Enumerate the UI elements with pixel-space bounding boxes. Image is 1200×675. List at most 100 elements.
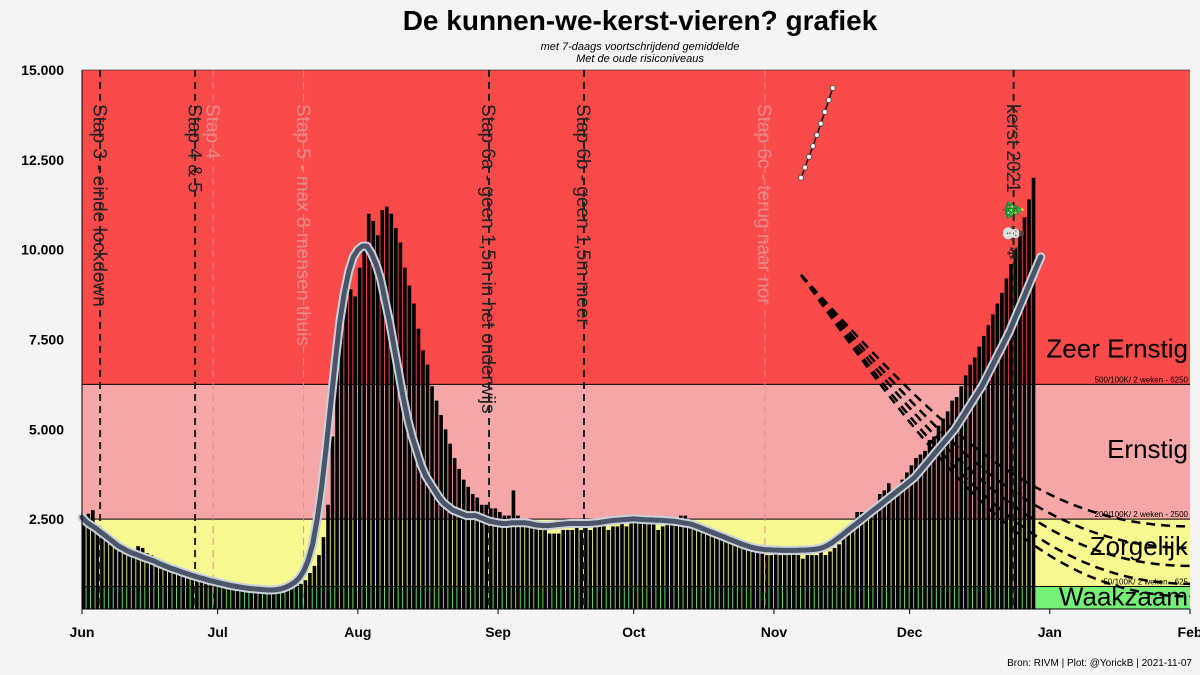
bar [810,555,814,609]
bar [805,555,810,609]
bar [954,396,959,609]
event-label: Stap 4 & 5 [183,104,204,193]
bar [651,522,656,609]
bar [466,486,471,609]
bar [199,576,204,609]
rolling-average-line [79,243,1044,593]
bar [461,479,466,609]
bar [330,436,335,609]
bar [231,585,235,609]
bar [995,303,1000,609]
bar [701,526,706,609]
bar [1004,278,1009,609]
source-credit: Bron: RIVM | Plot: @YorickB | 2021-11-07 [1007,658,1192,669]
bar [371,220,376,610]
bar [204,578,208,609]
bar [516,515,520,609]
bar [475,497,480,609]
chart-title: De kunnen-we-kerst-vieren? grafiek [403,5,878,36]
bar [91,510,95,609]
bar [751,547,755,609]
bar [755,547,760,609]
bar [583,526,588,609]
bar [525,519,529,609]
bar [945,411,950,609]
bar [593,526,597,609]
bar [253,589,258,609]
bar [886,483,891,609]
bar [769,555,774,609]
bar [877,494,882,609]
bar [240,587,244,609]
decay-scenario-line [800,274,1191,550]
bar [294,585,299,609]
bar [366,213,371,609]
bar [176,569,181,609]
bar [556,533,561,609]
bar [1000,292,1004,609]
bar [434,400,439,609]
bar [678,515,683,609]
bar [579,529,584,609]
bar [552,533,556,609]
x-tick-label: Jan [1038,624,1062,640]
bar [801,558,805,609]
bar [570,529,575,609]
bar [113,544,118,609]
bar [498,511,502,609]
x-tick-label: Jun [70,624,95,640]
chart-subtitle-1: met 7-daags voortschrijdend gemiddelde [541,41,740,53]
bar [724,533,728,609]
event-label: kerst 2021 🎄⛄❄ [1002,104,1025,261]
bar [470,494,475,609]
bar [308,573,312,609]
bar [773,551,778,609]
x-tick-label: Aug [344,624,371,640]
bar [448,443,452,609]
bar [122,553,127,609]
bar [335,361,339,609]
event-label: Stap 6a - geen 1,5m in het onderwijs [477,104,498,413]
bar [715,533,719,609]
bar [131,555,136,609]
bar [742,544,746,609]
bar [633,519,638,609]
threshold-label: 50/100K/ 2 weken - 625 [1103,578,1188,587]
bar [941,418,945,609]
x-tick-label: Nov [761,624,788,640]
bar [430,386,434,609]
bar [226,585,231,609]
bar [1031,177,1036,610]
bar [719,537,724,609]
bar [914,458,918,609]
bar [683,515,688,609]
bar [823,555,828,609]
y-tick-label: 2.500 [29,511,64,527]
bar [109,540,113,609]
bar [538,529,543,609]
zone-label: Zorgelijk [1090,531,1189,561]
bar [262,591,267,609]
bar [326,504,330,609]
bar [597,526,602,609]
event-label: Stap 6c - terug naar nor [753,104,774,305]
event-label: Stap 3 - einde lockdown [88,104,109,307]
bar [1022,217,1027,609]
bar [362,242,367,610]
bar [348,289,353,609]
bar [154,558,158,609]
bar [317,555,321,609]
bar [981,335,986,609]
y-tick-label: 7.500 [29,332,64,348]
plot-area: 50/100K/ 2 weken - 625 200/100K/ 2 weken … [21,62,1200,640]
bar [104,537,109,609]
bar [312,565,317,609]
bar [746,547,751,609]
bar [963,375,968,609]
bar [398,242,403,610]
bar [574,526,579,609]
bar [841,537,846,609]
bar [656,529,660,609]
